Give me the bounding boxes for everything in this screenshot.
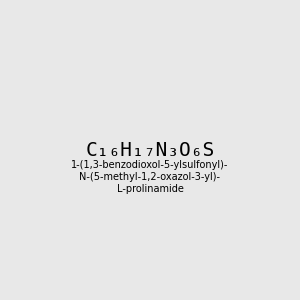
Text: C₁₆H₁₇N₃O₆S: C₁₆H₁₇N₃O₆S	[85, 140, 214, 160]
Text: 1-(1,3-benzodioxol-5-ylsulfonyl)-
N-(5-methyl-1,2-oxazol-3-yl)-
L-prolinamide: 1-(1,3-benzodioxol-5-ylsulfonyl)- N-(5-m…	[71, 160, 229, 194]
